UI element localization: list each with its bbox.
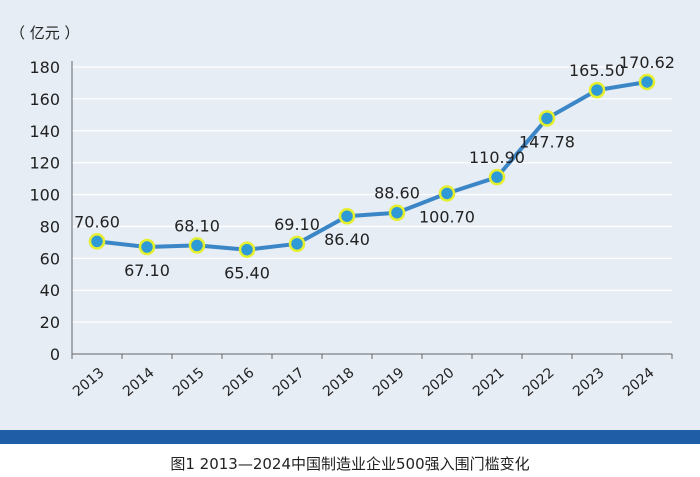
y-axis-unit-label: （ 亿元 ） xyxy=(10,24,80,42)
data-point-2021 xyxy=(488,168,506,186)
data-point-2022 xyxy=(538,110,556,127)
data-point-2013 xyxy=(88,233,106,250)
x-tick-2020: 2020 xyxy=(420,365,458,400)
y-tick-0: 0 xyxy=(50,345,60,364)
x-tick-2019: 2019 xyxy=(370,365,408,400)
y-tick-160: 160 xyxy=(29,90,60,109)
chart-title: 图1 2013—2024中国制造业企业500强入围门槛变化 xyxy=(170,455,530,473)
x-tick-2016: 2016 xyxy=(220,365,258,400)
caption-area xyxy=(0,444,700,477)
axes xyxy=(71,61,673,359)
y-tick-140: 140 xyxy=(29,122,60,141)
grid-lines xyxy=(72,66,672,323)
data-label-2021: 110.90 xyxy=(469,148,525,167)
data-label-2013: 70.60 xyxy=(74,212,120,231)
data-point-2018 xyxy=(338,207,356,225)
caption-band xyxy=(0,430,700,444)
x-tick-2018: 2018 xyxy=(320,365,358,400)
data-point-2019 xyxy=(388,204,406,221)
x-tick-2023: 2023 xyxy=(570,365,608,400)
data-point-2020 xyxy=(438,185,456,202)
data-label-2017: 69.10 xyxy=(274,215,320,234)
x-tick-2015: 2015 xyxy=(170,365,208,400)
data-point-2014 xyxy=(138,238,156,256)
y-tick-40: 40 xyxy=(40,281,60,300)
y-tick-80: 80 xyxy=(40,217,60,236)
x-tick-2017: 2017 xyxy=(270,365,308,400)
data-label-2014: 67.10 xyxy=(124,261,170,280)
data-label-2024: 170.62 xyxy=(619,53,675,72)
x-tick-2014: 2014 xyxy=(120,365,158,400)
series-line-path xyxy=(95,80,649,252)
x-tick-labels: 2013 2014 2015 2016 2017 2018 2019 2020 2021 2022… xyxy=(70,365,658,400)
data-label-2023: 165.50 xyxy=(569,61,625,80)
data-label-2015: 68.10 xyxy=(174,216,220,235)
data-label-2018: 86.40 xyxy=(324,230,370,249)
x-tick-2013: 2013 xyxy=(70,365,108,400)
data-point-2017 xyxy=(288,235,306,253)
x-tick-2024: 2024 xyxy=(620,365,658,400)
data-label-2020: 100.70 xyxy=(419,207,475,226)
data-point-2016 xyxy=(238,241,256,258)
data-label-2016: 65.40 xyxy=(224,264,270,283)
y-tick-120: 120 xyxy=(29,154,60,173)
data-label-2019: 88.60 xyxy=(374,184,420,203)
y-tick-60: 60 xyxy=(40,249,60,268)
data-point-2024 xyxy=(638,73,656,91)
y-tick-100: 100 xyxy=(29,186,60,205)
data-label-2022: 147.78 xyxy=(519,132,575,151)
series-line xyxy=(95,80,649,252)
y-tick-labels: 0 20 40 60 80 100 120 140 160 180 xyxy=(29,58,60,364)
data-point-2023 xyxy=(588,81,606,99)
data-points xyxy=(88,73,656,258)
y-tick-20: 20 xyxy=(40,313,60,332)
x-tick-2022: 2022 xyxy=(520,365,558,400)
x-tick-2021: 2021 xyxy=(470,365,508,400)
y-tick-180: 180 xyxy=(29,58,60,77)
data-point-2015 xyxy=(188,237,206,254)
